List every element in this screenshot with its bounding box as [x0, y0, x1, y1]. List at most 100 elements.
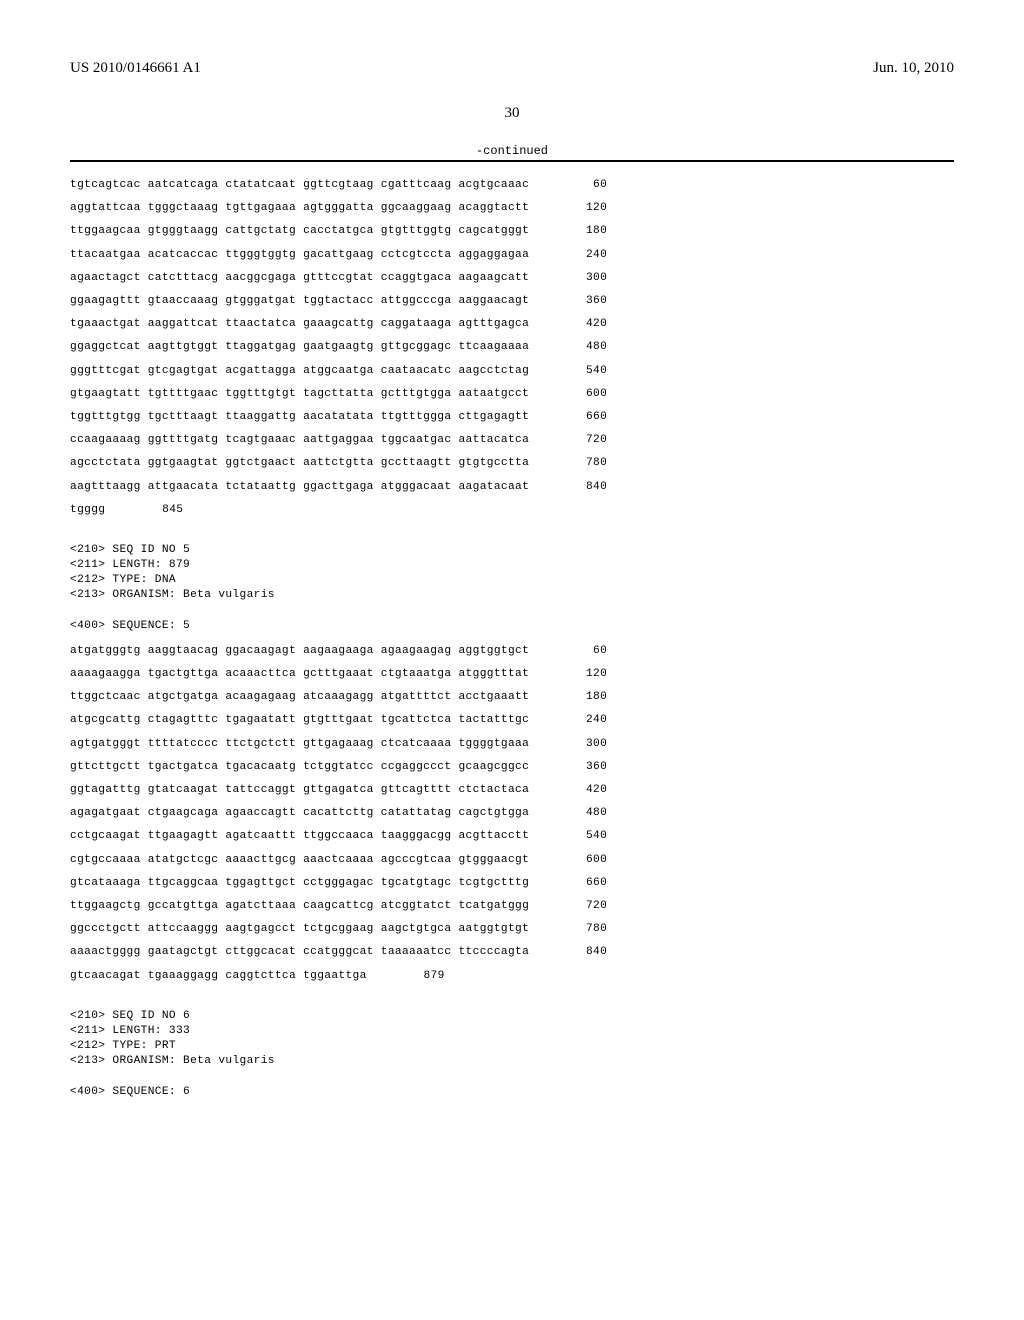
sequence-text: tgggg	[70, 505, 105, 516]
sequence-position: 180	[551, 226, 607, 237]
sequence-line: cctgcaagat ttgaagagtt agatcaattt ttggcca…	[70, 831, 954, 842]
sequence-line: tggtttgtgg tgctttaagt ttaaggattg aacatat…	[70, 412, 954, 423]
sequence-line: aagtttaagg attgaacata tctataattg ggacttg…	[70, 482, 954, 493]
sequence-line: ttacaatgaa acatcaccac ttgggtggtg gacattg…	[70, 250, 954, 261]
sequence-line: ggccctgctt attccaaggg aagtgagcct tctgcgg…	[70, 924, 954, 935]
sequence-line: ttggaagctg gccatgttga agatcttaaa caagcat…	[70, 901, 954, 912]
sequence-line: ccaagaaaag ggttttgatg tcagtgaaac aattgag…	[70, 435, 954, 446]
sequence-text: ttggctcaac atgctgatga acaagagaag atcaaag…	[70, 692, 529, 703]
meta-line: <211> LENGTH: 879	[70, 559, 190, 571]
meta-line: <400> SEQUENCE: 6	[70, 1086, 190, 1098]
sequence-position: 600	[551, 389, 607, 400]
sequence-position: 840	[551, 947, 607, 958]
meta-line: <212> TYPE: DNA	[70, 574, 176, 586]
sequence-line: aaaagaagga tgactgttga acaaacttca gctttga…	[70, 669, 954, 680]
sequence-text: ggaagagttt gtaaccaaag gtgggatgat tggtact…	[70, 296, 529, 307]
sequence-line: atgcgcattg ctagagtttc tgagaatatt gtgtttg…	[70, 715, 954, 726]
sequence-text: agtgatgggt ttttatcccc ttctgctctt gttgaga…	[70, 739, 529, 750]
sequence-position: 420	[551, 785, 607, 796]
sequence-line: gtcataaaga ttgcaggcaa tggagttgct cctggga…	[70, 878, 954, 889]
sequence-line: ggtagatttg gtatcaagat tattccaggt gttgaga…	[70, 785, 954, 796]
sequence-line: agtgatgggt ttttatcccc ttctgctctt gttgaga…	[70, 739, 954, 750]
sequence-line: ttggctcaac atgctgatga acaagagaag atcaaag…	[70, 692, 954, 703]
sequence-position: 420	[551, 319, 607, 330]
sequence-line: atgatgggtg aaggtaacag ggacaagagt aagaaga…	[70, 646, 954, 657]
sequence-text: agagatgaat ctgaagcaga agaaccagtt cacattc…	[70, 808, 529, 819]
sequence-position: 879	[389, 971, 445, 982]
sequence-text: ttggaagctg gccatgttga agatcttaaa caagcat…	[70, 901, 529, 912]
sequence-position: 180	[551, 692, 607, 703]
sequence-text: gtgaagtatt tgttttgaac tggtttgtgt tagctta…	[70, 389, 529, 400]
sequence-text: aagtttaagg attgaacata tctataattg ggacttg…	[70, 482, 529, 493]
sequence-position: 300	[551, 739, 607, 750]
sequence-position: 660	[551, 412, 607, 423]
sequence-text: gggtttcgat gtcgagtgat acgattagga atggcaa…	[70, 366, 529, 377]
sequence-line: ggaggctcat aagttgtggt ttaggatgag gaatgaa…	[70, 342, 954, 353]
sequence-text: aaaactgggg gaatagctgt cttggcacat ccatggg…	[70, 947, 529, 958]
sequence-position: 480	[551, 342, 607, 353]
sequence-line: aaaactgggg gaatagctgt cttggcacat ccatggg…	[70, 947, 954, 958]
sequence-text: ttacaatgaa acatcaccac ttgggtggtg gacattg…	[70, 250, 529, 261]
sequence-line: cgtgccaaaa atatgctcgc aaaacttgcg aaactca…	[70, 855, 954, 866]
sequence-text: ttggaagcaa gtgggtaagg cattgctatg cacctat…	[70, 226, 529, 237]
sequence-line: ggaagagttt gtaaccaaag gtgggatgat tggtact…	[70, 296, 954, 307]
header-row: US 2010/0146661 A1 Jun. 10, 2010	[70, 60, 954, 77]
sequence-position: 300	[551, 273, 607, 284]
sequence-line: gtcaacagat tgaaaggagg caggtcttca tggaatt…	[70, 971, 954, 982]
horizontal-rule	[70, 160, 954, 162]
sequence-text: atgcgcattg ctagagtttc tgagaatatt gtgtttg…	[70, 715, 529, 726]
sequence-text: cgtgccaaaa atatgctcgc aaaacttgcg aaactca…	[70, 855, 529, 866]
sequence-position: 60	[551, 180, 607, 191]
sequence-position: 660	[551, 878, 607, 889]
sequence-position: 60	[551, 646, 607, 657]
publication-number: US 2010/0146661 A1	[70, 60, 201, 77]
sequence-text: aggtattcaa tgggctaaag tgttgagaaa agtggga…	[70, 203, 529, 214]
sequence-position: 360	[551, 296, 607, 307]
sequence-text: gttcttgctt tgactgatca tgacacaatg tctggta…	[70, 762, 529, 773]
meta-line: <400> SEQUENCE: 5	[70, 620, 190, 632]
sequence-text: ggccctgctt attccaaggg aagtgagcct tctgcgg…	[70, 924, 529, 935]
sequence-text: ggaggctcat aagttgtggt ttaggatgag gaatgaa…	[70, 342, 529, 353]
sequence-position: 120	[551, 203, 607, 214]
sequence-line: ttggaagcaa gtgggtaagg cattgctatg cacctat…	[70, 226, 954, 237]
sequence-line: tgggg845	[70, 505, 954, 516]
sequence-text: agaactagct catctttacg aacggcgaga gtttccg…	[70, 273, 529, 284]
sequence-position: 840	[551, 482, 607, 493]
sequence-line: tgaaactgat aaggattcat ttaactatca gaaagca…	[70, 319, 954, 330]
continued-label: -continued	[70, 144, 954, 158]
meta-line: <213> ORGANISM: Beta vulgaris	[70, 1055, 275, 1067]
sequence-position: 360	[551, 762, 607, 773]
meta-line: <213> ORGANISM: Beta vulgaris	[70, 589, 275, 601]
sequence-position: 480	[551, 808, 607, 819]
sequence-line: gggtttcgat gtcgagtgat acgattagga atggcaa…	[70, 366, 954, 377]
sequence-text: tgtcagtcac aatcatcaga ctatatcaat ggttcgt…	[70, 180, 529, 191]
meta-line: <210> SEQ ID NO 5	[70, 544, 190, 556]
seq6-meta-block: <210> SEQ ID NO 6 <211> LENGTH: 333 <212…	[70, 994, 954, 1100]
meta-line: <210> SEQ ID NO 6	[70, 1010, 190, 1022]
page-number: 30	[70, 105, 954, 122]
sequence-line: agcctctata ggtgaagtat ggtctgaact aattctg…	[70, 458, 954, 469]
sequence-position: 240	[551, 250, 607, 261]
sequence-position: 600	[551, 855, 607, 866]
sequence-text: ccaagaaaag ggttttgatg tcagtgaaac aattgag…	[70, 435, 529, 446]
sequence-position: 720	[551, 435, 607, 446]
sequence-text: atgatgggtg aaggtaacag ggacaagagt aagaaga…	[70, 646, 529, 657]
sequence-text: aaaagaagga tgactgttga acaaacttca gctttga…	[70, 669, 529, 680]
sequence-text: cctgcaagat ttgaagagtt agatcaattt ttggcca…	[70, 831, 529, 842]
meta-line: <211> LENGTH: 333	[70, 1025, 190, 1037]
sequence-position: 720	[551, 901, 607, 912]
sequence-line: agagatgaat ctgaagcaga agaaccagtt cacattc…	[70, 808, 954, 819]
sequence-line: aggtattcaa tgggctaaag tgttgagaaa agtggga…	[70, 203, 954, 214]
sequence-line: tgtcagtcac aatcatcaga ctatatcaat ggttcgt…	[70, 180, 954, 191]
seq5-meta-block: <210> SEQ ID NO 5 <211> LENGTH: 879 <212…	[70, 528, 954, 634]
sequence-text: ggtagatttg gtatcaagat tattccaggt gttgaga…	[70, 785, 529, 796]
sequence-text: agcctctata ggtgaagtat ggtctgaact aattctg…	[70, 458, 529, 469]
sequence-position: 780	[551, 458, 607, 469]
sequence-text: tggtttgtgg tgctttaagt ttaaggattg aacatat…	[70, 412, 529, 423]
sequence-line: gtgaagtatt tgttttgaac tggtttgtgt tagctta…	[70, 389, 954, 400]
sequence-4-block: tgtcagtcac aatcatcaga ctatatcaat ggttcgt…	[70, 180, 954, 516]
meta-line: <212> TYPE: PRT	[70, 1040, 176, 1052]
sequence-5-block: atgatgggtg aaggtaacag ggacaagagt aagaaga…	[70, 646, 954, 982]
sequence-text: gtcataaaga ttgcaggcaa tggagttgct cctggga…	[70, 878, 529, 889]
sequence-position: 240	[551, 715, 607, 726]
